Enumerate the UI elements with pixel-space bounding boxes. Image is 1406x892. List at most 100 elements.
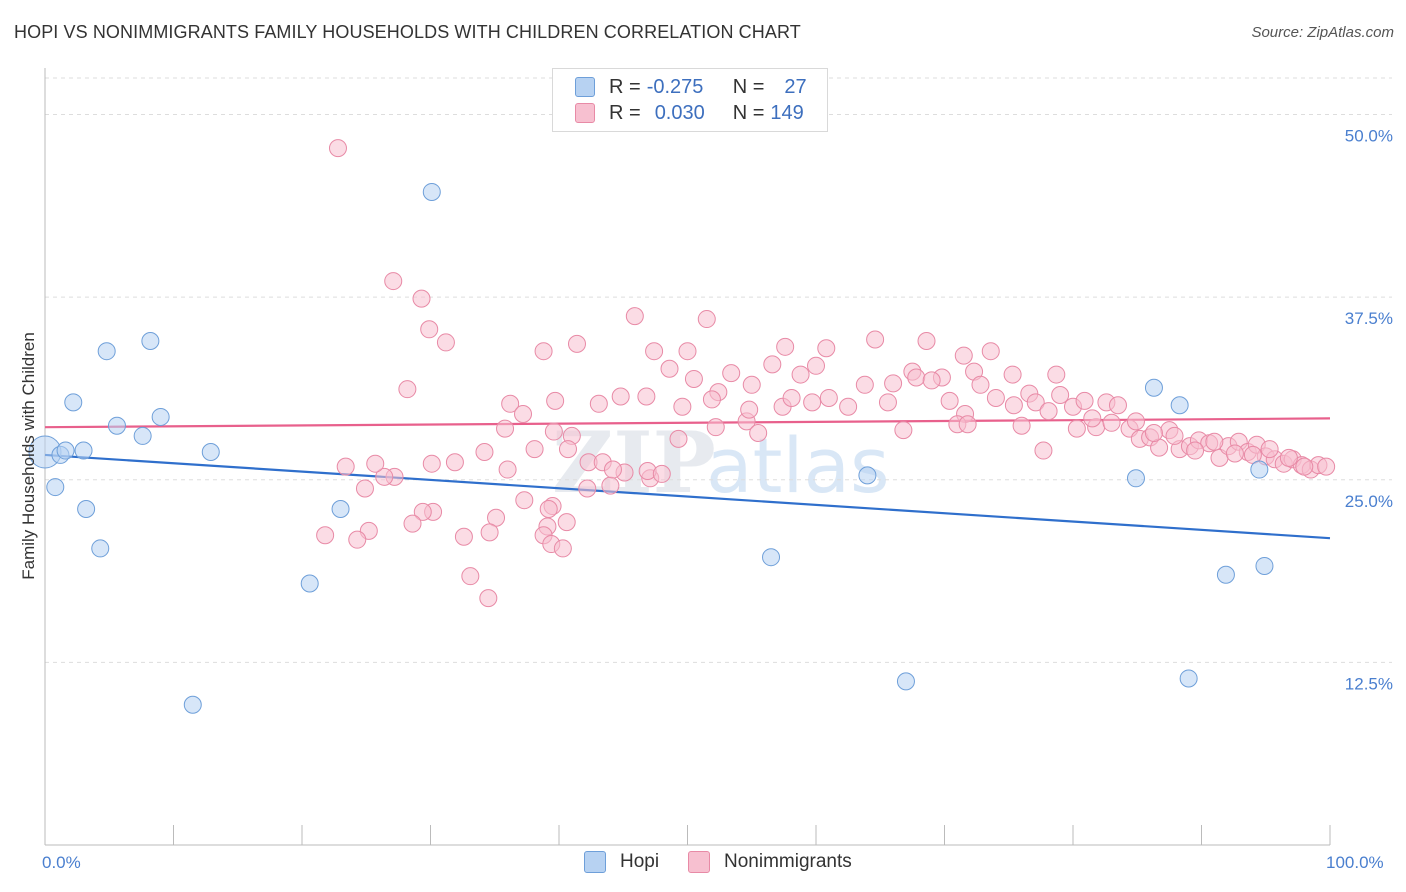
nonimmigrants-point [578,479,597,498]
nonimmigrants-point [601,476,620,495]
nonimmigrants-point [819,388,838,407]
nonimmigrants-point [807,356,825,375]
watermark-zip: ZIP [552,413,716,512]
nonimmigrants-point [328,139,347,158]
hopi-r-value: -0.275 [646,75,704,98]
nonimmigrants-point [817,339,836,358]
hopi-point [1126,469,1145,488]
nonimmigrants-point [791,365,810,384]
hopi-point [1144,378,1163,397]
hopi-r-label: R = [609,75,641,98]
nonimmigrants-point [884,374,903,393]
nonimmigrants-point [1126,412,1145,431]
nonimmigrants-point [749,424,768,443]
nonimmigrants-point [866,330,885,349]
nonimmigrants-point [454,527,473,546]
nonimmigrants-point [958,415,977,434]
nonimmigrants-point [546,391,565,410]
nonimmigrants-point [706,418,725,437]
nonimmigrants-point [348,530,367,549]
nonimmigrants-point [697,310,716,329]
hopi-point [141,331,160,350]
nonimmigrants-point [420,320,439,339]
hopi-point [201,443,220,462]
hopi-point [1255,556,1274,575]
nonimmigrants-point [660,359,679,378]
nonimmigrants-point [384,272,403,291]
nonimmigrants-point [461,567,480,586]
nonimmigrants-point [496,419,515,438]
nonimmigrants-point [1102,413,1121,432]
y-tick-label: 37.5% [1345,309,1393,328]
y-axis-title: Family Households with Children [19,332,38,580]
hopi-point [97,342,116,361]
nonimmigrants-point [534,342,553,361]
nonimmigrants-point [539,499,558,518]
nonimmigrants-point [558,440,577,459]
legend-item-nonimmigrants: Nonimmigrants [688,851,852,873]
nonimmigrants-point [986,388,1005,407]
nonimmigrants-point [1026,393,1045,412]
nonimmigrants-point [603,460,622,479]
nonimmigrants-point [436,333,455,352]
nonimmigrants-point [917,331,936,350]
hopi-swatch-icon [575,77,595,97]
nonimmigrants-point [567,334,586,353]
nonimmigrants-point [422,454,441,473]
nonimmigrants-point [922,371,941,390]
nonimmigrants-point [855,375,874,394]
nonimmigrants-point [894,421,913,440]
hopi-point [56,441,75,460]
nonimmigrants-point [1047,365,1066,384]
nonimmigrants-r-value: 0.030 [654,101,705,124]
hopi-point [1179,669,1198,688]
nonimmigrants-point [611,387,630,406]
nonimmigrants-point [722,364,741,383]
hopi-point [858,466,877,485]
nonimmigrants-point [316,526,335,545]
nonimmigrants-point [336,457,355,476]
nonimmigrants-point [479,589,498,608]
hopi-point [64,393,83,412]
hopi-point [762,548,781,567]
nonimmigrants-point [981,342,1000,361]
nonimmigrants-n-value: 149 [770,101,804,124]
hopi-point [422,182,441,201]
y-tick-label: 12.5% [1345,674,1393,693]
nonimmigrants-point [553,539,572,558]
hopi-point [133,426,152,445]
nonimmigrants-point [1205,432,1224,451]
legend-hopi-label: Hopi [620,851,660,872]
nonimmigrants-point [1165,426,1184,445]
nonimmigrants-point [1186,441,1205,460]
source-credit: Source: ZipAtlas.com [1251,24,1394,41]
nonimmigrants-point [412,289,431,308]
watermark-atlas: atlas [706,421,890,510]
nonimmigrants-point [475,443,494,462]
hopi-point [107,416,126,435]
hopi-n-label: N = [732,75,765,98]
hopi-point [331,499,350,518]
hopi-point [300,574,319,593]
y-tick-label: 50.0% [1345,127,1393,146]
nonimmigrants-point [498,460,517,479]
series-legend: Hopi Nonimmigrants [0,851,1406,877]
hopi-point [74,441,93,460]
nonimmigrants-point [375,467,394,486]
nonimmigrants-point [514,405,533,424]
nonimmigrants-point [678,342,697,361]
nonimmigrants-point [544,422,563,441]
nonimmigrants-point [1012,416,1031,435]
nonimmigrants-point [673,397,692,416]
nonimmigrants-point [366,454,385,473]
nonimmigrants-point [940,391,959,410]
nonimmigrants-point [782,388,801,407]
nonimmigrants-legend-icon [688,851,710,873]
x-axis-min-label: 0.0% [42,853,81,872]
nonimmigrants-point [645,342,664,361]
correlation-legend: R = -0.275 N = 27 R = 0.030 N = 149 [552,68,828,132]
y-tick-label: 25.0% [1345,492,1393,511]
x-axis-max-label: 100.0% [1326,853,1384,872]
nonimmigrants-point [501,394,520,413]
